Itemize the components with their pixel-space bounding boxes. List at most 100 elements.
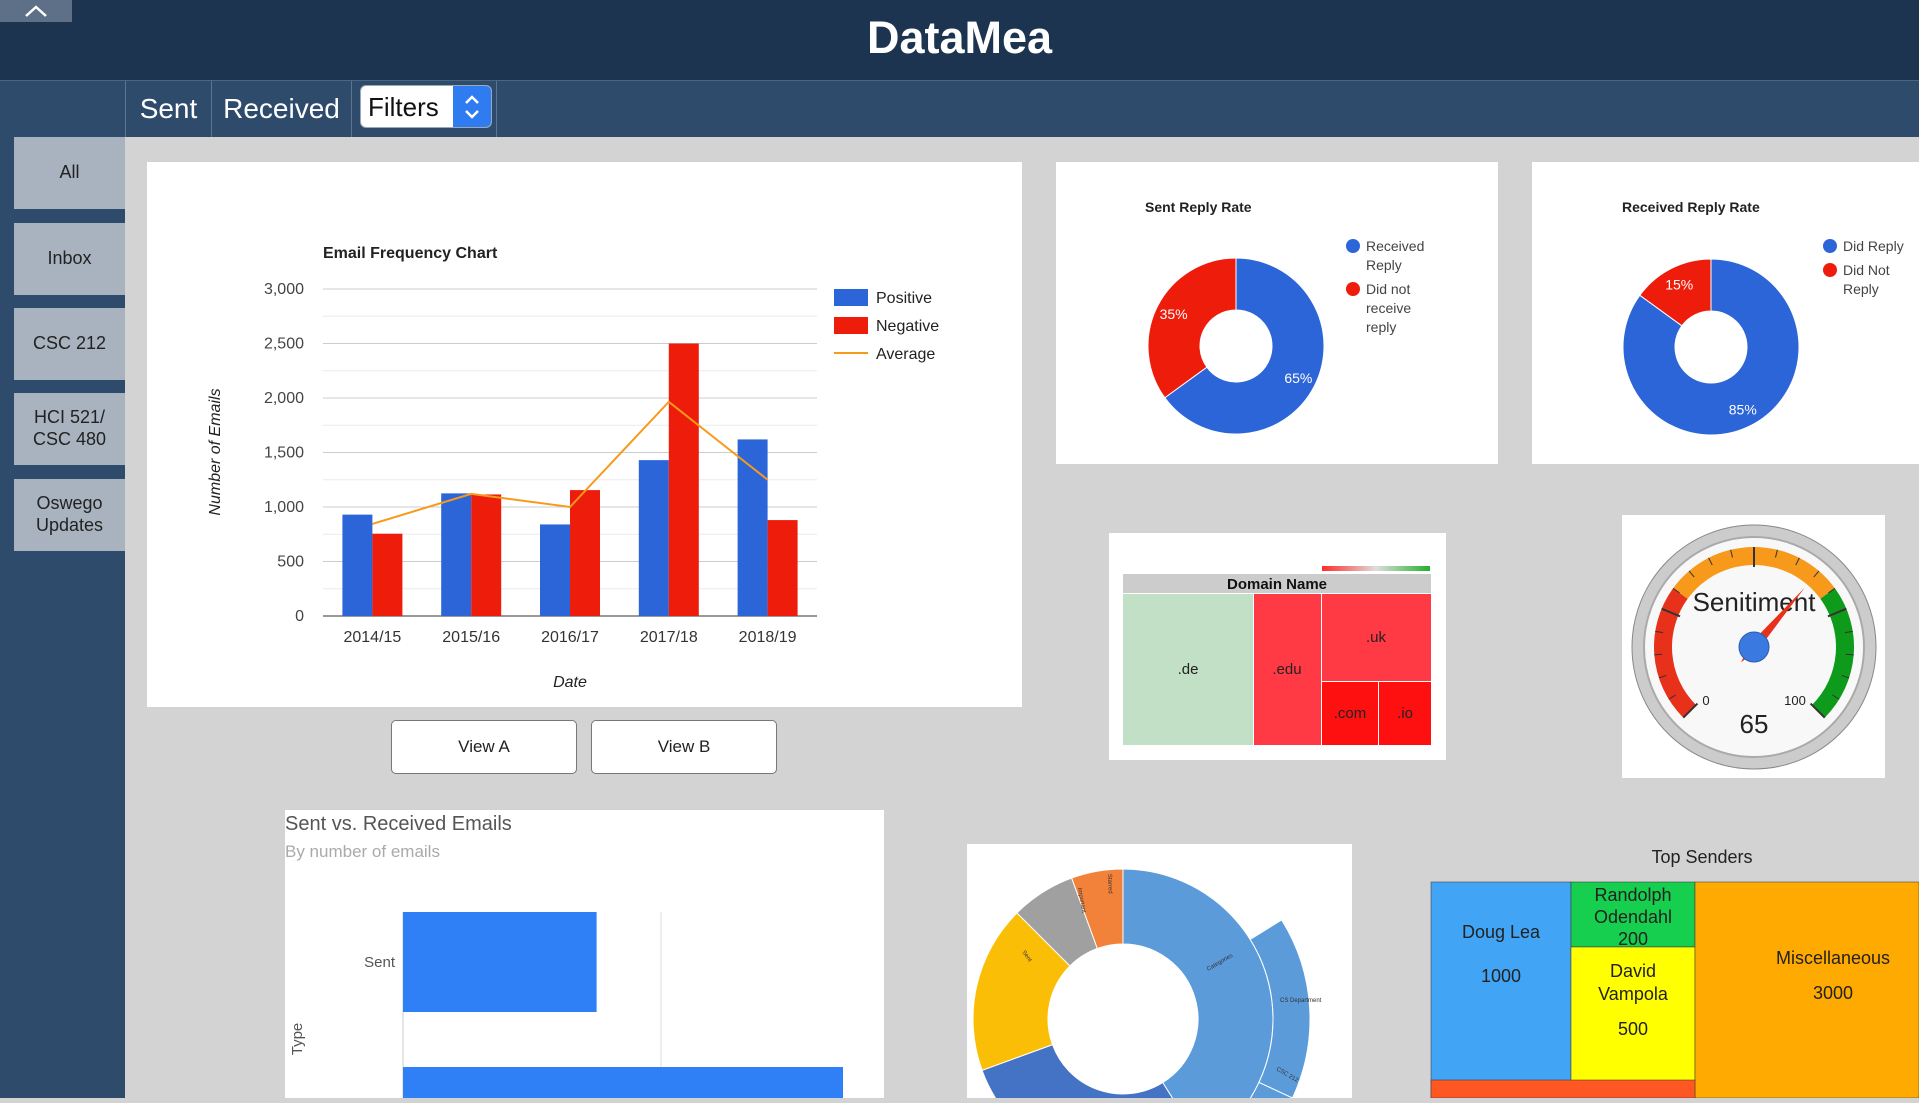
gauge-tick	[1841, 674, 1850, 679]
gauge-min-label: 0	[1702, 693, 1709, 708]
y-tick-label: 2,000	[264, 390, 304, 407]
sunburst-label-important: Important	[1076, 887, 1086, 913]
sunburst-segment-inbox[interactable]	[981, 1044, 1202, 1103]
legend-no-reply-line2: receive	[1366, 300, 1411, 316]
sunburst-segment-categories[interactable]	[1122, 868, 1274, 1103]
sender-name-doug-lea: Doug Lea	[1462, 922, 1541, 942]
sunburst-label-starred: Starred	[1106, 874, 1113, 894]
legend-no-reply-line1: Did not	[1366, 281, 1410, 297]
bar-negative-2015-16[interactable]	[471, 494, 502, 616]
domain-cell-com[interactable]	[1322, 682, 1378, 745]
sender-count-doug-lea: 1000	[1481, 966, 1521, 986]
average-line	[372, 400, 769, 525]
gauge-tick	[1654, 653, 1663, 656]
gauge-tick	[1708, 557, 1713, 566]
gauge-tick	[1682, 702, 1699, 719]
sidebar-item-label: CSC 480	[32, 429, 107, 449]
filters-select[interactable]: Filters	[360, 85, 492, 128]
legend-no-reply-line3: reply	[1366, 319, 1396, 335]
received-reply-rate-card: Received Reply Rate 85% 15% Did Reply Did…	[1532, 162, 1919, 464]
sidebar-item-hci521[interactable]: HCI 521/ CSC 480	[14, 393, 125, 465]
filters-label: Filters	[368, 92, 439, 122]
bar-negative-2016-17[interactable]	[570, 490, 600, 616]
domain-label-com: .com	[1334, 705, 1367, 722]
sidebar-item-inbox[interactable]: Inbox	[14, 223, 125, 295]
y-tick-label: 3,000	[264, 281, 304, 298]
x-tick-label: 2017/18	[640, 629, 698, 646]
bar-positive-2018-19[interactable]	[737, 439, 768, 616]
gauge-title: Senitiment	[1693, 587, 1817, 617]
gauge-band-orange	[1673, 547, 1835, 599]
tab-received[interactable]: Received	[211, 81, 351, 137]
sunburst-chart: Sent Important Starred Categories CS Dep…	[972, 868, 1322, 1103]
sender-cell-miscellaneous[interactable]	[1694, 881, 1919, 1098]
gauge-max-label: 100	[1784, 693, 1806, 708]
sent-vs-received-chart: Sent vs. Received Emails By number of em…	[285, 813, 843, 1103]
gauge-tick	[1730, 549, 1734, 558]
sidebar-item-oswego-updates[interactable]: Oswego Updates	[14, 479, 125, 551]
bar-negative-2017-18[interactable]	[668, 343, 699, 617]
sender-count-miscellaneous: 3000	[1813, 983, 1853, 1003]
sunburst-label-cs-department: CS Department	[1280, 998, 1322, 1004]
sidebar-item-label: Inbox	[47, 248, 92, 269]
collapse-button[interactable]	[0, 0, 72, 22]
sidebar-item-all[interactable]: All	[14, 137, 125, 209]
chevron-up-icon	[25, 5, 47, 17]
legend-received-reply-line1: Received	[1366, 238, 1424, 254]
legend-did-reply-label: Did Reply	[1843, 238, 1904, 254]
sunburst-segment-starred[interactable]	[1071, 868, 1124, 950]
donut-slice-label: 35%	[1160, 306, 1188, 322]
sender-count-randolph: 200	[1618, 929, 1648, 949]
y-tick-label: 500	[277, 554, 304, 571]
y-tick-label: 2,500	[264, 336, 304, 353]
bar-positive-2015-16[interactable]	[441, 493, 472, 616]
gauge-band-red	[1654, 588, 1697, 718]
bar-negative-2018-19[interactable]	[767, 520, 798, 616]
donut-slice-1[interactable]	[1639, 258, 1712, 327]
view-a-button[interactable]: View A	[391, 720, 577, 774]
bar-positive-2017-18[interactable]	[638, 460, 669, 616]
gauge-band-green	[1811, 588, 1854, 718]
email-frequency-chart: Email Frequency Chart 0 500 1,000 1,500 2,00…	[207, 245, 939, 691]
sender-cell-randolph-odendahl[interactable]	[1570, 881, 1696, 948]
domain-cell-edu[interactable]	[1254, 594, 1321, 745]
gauge-tick	[1845, 653, 1854, 656]
select-arrows-icon[interactable]	[453, 86, 491, 127]
y-tick-label: 1,000	[264, 499, 304, 516]
sender-count-david: 500	[1618, 1019, 1648, 1039]
sender-cell-other[interactable]	[1430, 1079, 1696, 1098]
sidebar-item-csc212[interactable]: CSC 212	[14, 308, 125, 380]
sender-name-david-line2: Vampola	[1598, 984, 1669, 1004]
view-b-button[interactable]: View B	[591, 720, 777, 774]
gauge-tick	[1655, 630, 1664, 634]
tab-sent[interactable]: Sent	[125, 81, 211, 137]
sender-cell-doug-lea[interactable]	[1430, 881, 1572, 1098]
gauge-tick	[1774, 549, 1778, 558]
bar-positive-2014-15[interactable]	[342, 514, 373, 616]
sender-cell-david-vampola[interactable]	[1570, 946, 1696, 1088]
x-tick-label: 2015/16	[442, 629, 500, 646]
donut-slice-0[interactable]	[1164, 257, 1325, 435]
sidebar	[0, 137, 125, 1098]
gauge-hub	[1738, 631, 1770, 663]
chart-subtitle: By number of emails	[285, 842, 440, 861]
sentiment-gauge: Senitiment 0 100 65	[1631, 524, 1877, 770]
sidebar-item-label: CSC 212	[32, 333, 107, 354]
bar-sent[interactable]	[403, 912, 597, 1012]
gauge-tick	[1795, 557, 1800, 566]
sidebar-item-label: All	[59, 162, 80, 183]
bar-received[interactable]	[403, 1067, 843, 1103]
bar-positive-2016-17[interactable]	[540, 524, 570, 616]
legend-did-not-reply-line2: Reply	[1843, 281, 1879, 297]
domain-cell-io[interactable]	[1379, 682, 1431, 745]
domain-cell-de[interactable]	[1123, 594, 1253, 745]
sunburst-segment-sent[interactable]	[972, 912, 1071, 1071]
donut-slice-1[interactable]	[1147, 257, 1237, 399]
donut-slice-label: 85%	[1729, 401, 1757, 417]
donut-slice-0[interactable]	[1622, 258, 1800, 436]
domain-cell-uk[interactable]	[1322, 594, 1431, 681]
bar-negative-2014-15[interactable]	[372, 533, 403, 616]
sidebar-item-label: Oswego	[36, 493, 103, 514]
legend-did-not-reply-line1: Did Not	[1843, 262, 1890, 278]
domain-treemap-card: Domain Name .de .edu .uk .com .io	[1109, 533, 1446, 760]
